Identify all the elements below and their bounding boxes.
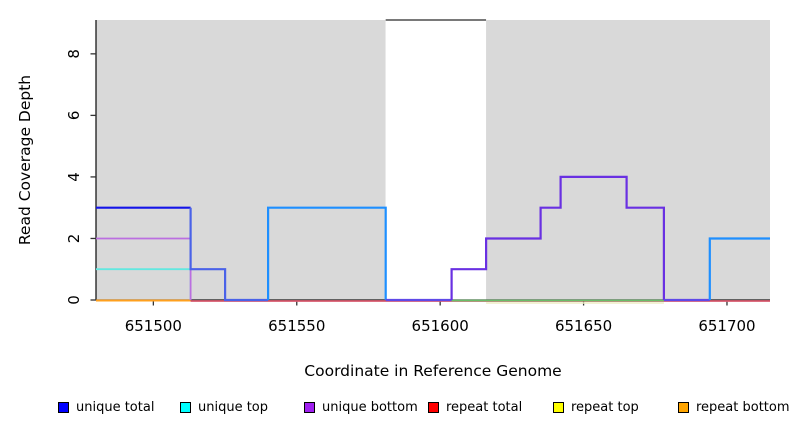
unique-top-swatch — [180, 401, 191, 413]
legend-label: unique total — [76, 399, 155, 415]
legend-label: repeat top — [571, 399, 639, 415]
unique-bottom-swatch — [304, 401, 315, 413]
legend-label: unique bottom — [322, 399, 418, 415]
legend-label: repeat bottom — [696, 399, 790, 415]
svg-text:651550: 651550 — [268, 317, 325, 335]
legend-label: unique top — [198, 399, 269, 415]
svg-text:651650: 651650 — [555, 317, 612, 335]
svg-text:4: 4 — [65, 172, 83, 182]
svg-text:2: 2 — [65, 234, 83, 244]
repeat-total-swatch — [428, 401, 439, 413]
legend-item-unique-bottom: unique bottom — [304, 399, 418, 415]
unique-total-swatch — [58, 401, 69, 413]
legend-item-unique-top: unique top — [180, 399, 268, 415]
y-axis-title: Read Coverage Depth — [16, 74, 34, 246]
svg-text:651500: 651500 — [125, 317, 182, 335]
repeat-top-swatch — [553, 401, 564, 413]
svg-text:0: 0 — [65, 295, 83, 305]
legend-item-repeat-total: repeat total — [428, 399, 522, 415]
repeat-bottom-swatch — [678, 401, 689, 413]
svg-text:8: 8 — [65, 49, 83, 59]
svg-text:651600: 651600 — [412, 317, 469, 335]
legend-item-repeat-top: repeat top — [553, 399, 639, 415]
legend-label: repeat total — [446, 399, 523, 415]
svg-text:651700: 651700 — [698, 317, 755, 335]
legend-item-unique-total: unique total — [58, 399, 154, 415]
svg-text:6: 6 — [65, 111, 83, 121]
x-axis-title: Coordinate in Reference Genome — [304, 362, 562, 380]
legend-item-repeat-bottom: repeat bottom — [678, 399, 790, 415]
